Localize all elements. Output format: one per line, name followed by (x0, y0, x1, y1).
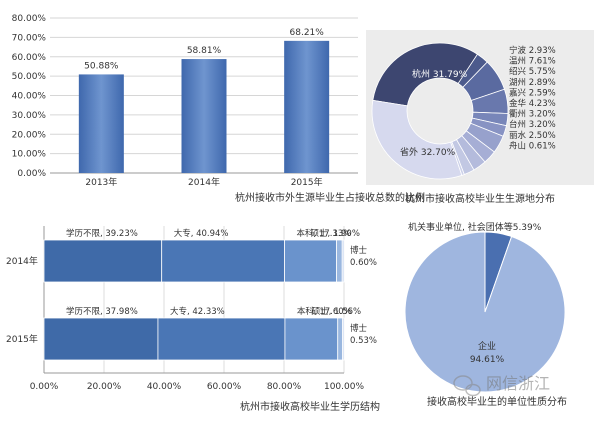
bar-segment (337, 317, 343, 361)
x-tick-labels: 2013年 2014年 2015年 (85, 176, 322, 188)
segment-value: 0.53% (350, 336, 377, 346)
donut-slice (371, 99, 463, 180)
segment-label: 硕士, 1.90% (311, 228, 360, 239)
segment-label: 学历不限, 37.98% (66, 306, 138, 317)
category-labels: 2014年 2015年 (6, 255, 38, 345)
legend-entry: 嘉兴 2.59% (509, 87, 556, 98)
bar (78, 74, 124, 173)
bar-segment (342, 317, 345, 361)
y-tick-label: 10.00% (12, 150, 47, 160)
watermark-text: 网信浙江 (486, 374, 550, 393)
bar-segment (157, 317, 286, 361)
donut-slice (372, 42, 479, 107)
y-tick-label: 30.00% (12, 111, 47, 121)
x-tick-label: 20.00% (87, 382, 122, 392)
y-tick-label: 40.00% (12, 92, 47, 102)
bar-segment (284, 239, 337, 283)
y-tick-label: 60.00% (12, 53, 47, 63)
legend-entry: 绍兴 5.75% (509, 66, 556, 77)
segment-label: 硕士, 1.56% (312, 306, 361, 317)
chart-title: 杭州接收市外生源毕业生占接收总数的比例 (235, 191, 425, 204)
legend-entry: 温州 7.61% (509, 56, 556, 67)
bar-value-labels: 50.88% 58.81% 68.21% (84, 28, 324, 72)
category-label: 2014年 (6, 255, 38, 267)
bar-value-label: 68.21% (290, 28, 325, 38)
chart-title: 杭州市接收高校毕业生生源地分布 (405, 192, 555, 205)
bar-segment (43, 239, 163, 283)
chart-title: 接收高校毕业生的单位性质分布 (427, 395, 567, 408)
donut-slices (371, 42, 509, 180)
slice-label-enterprise: 企业 (478, 340, 496, 352)
x-tick-label: 2013年 (85, 176, 117, 188)
segment-value: 0.60% (350, 258, 377, 268)
y-tick-label: 70.00% (12, 33, 47, 43)
y-tick-label: 80.00% (12, 14, 47, 24)
segment-label: 博士 (350, 323, 368, 334)
bar (181, 59, 227, 173)
bar-segment (341, 239, 345, 283)
legend-entry: 湖州 2.89% (509, 78, 556, 88)
slice-label-gov: 机关事业单位, 社会团体等5.39% (408, 221, 542, 233)
bar-segment (161, 239, 285, 283)
x-tick-label: 40.00% (147, 382, 182, 392)
x-tick-label: 2014年 (188, 176, 220, 188)
legend-entry: 丽水 2.50% (509, 130, 556, 141)
category-label: 2015年 (6, 333, 38, 345)
watermark: 网信浙江 (453, 374, 550, 397)
slice-label-hangzhou: 杭州 31.79% (412, 68, 468, 80)
pie-slice (404, 231, 566, 393)
bar-chart-external-ratio: 0.00% 10.00% 20.00% 30.00% 40.00% 50.00% 60.00… (12, 14, 425, 204)
pie-chart-employer-type: 机关事业单位, 社会团体等5.39% 企业 94.61% 接收高校毕业生的单位性… (404, 221, 567, 408)
segment-label: 本科, 17.60% (297, 306, 352, 317)
bar-segment (284, 317, 339, 361)
y-tick-labels: 0.00% 10.00% 20.00% 30.00% 40.00% 50.00% 60.00… (12, 14, 47, 179)
x-tick-label: 60.00% (207, 382, 242, 392)
segment-label: 学历不限, 39.23% (66, 228, 138, 239)
bar (284, 40, 330, 173)
x-tick-label: 100.00% (324, 382, 364, 392)
legend-entry: 宁波 2.93% (509, 45, 556, 56)
bar-segment (336, 239, 343, 283)
legend-entry: 衢州 3.20% (509, 109, 556, 120)
donut-chart-origin: 杭州 31.79% 省外 32.70% 宁波 2.93%温州 7.61%绍兴 5… (366, 30, 594, 205)
stacked-bar-chart-education: 学历不限, 39.23% 大专, 40.94% 本科, 17.33%硕士, 1.90… (6, 226, 380, 413)
y-tick-label: 50.00% (12, 72, 47, 82)
slice-value-enterprise: 94.61% (470, 355, 505, 365)
pie-slices (404, 231, 566, 393)
slice-label-outside: 省外 32.70% (400, 146, 456, 158)
segment-label: 大专, 40.94% (174, 228, 229, 239)
donut-legend: 宁波 2.93%温州 7.61%绍兴 5.75%湖州 2.89%嘉兴 2.59%… (509, 45, 556, 151)
segment-label: 大专, 42.33% (170, 306, 225, 317)
segment-label: 博士 (350, 245, 368, 256)
bar-value-label: 50.88% (84, 61, 119, 71)
y-tick-label: 20.00% (12, 130, 47, 140)
bars (78, 40, 330, 173)
x-tick-label: 2015年 (291, 176, 323, 188)
x-tick-label: 0.00% (30, 382, 59, 392)
bar-value-label: 58.81% (187, 46, 222, 56)
wechat-icon (453, 375, 481, 397)
y-tick-label: 0.00% (17, 169, 46, 179)
chart-title: 杭州市接收高校毕业生学历结构 (240, 400, 380, 413)
bar-segment (43, 317, 159, 361)
segment-labels: 学历不限, 39.23% 大专, 40.94% 本科, 17.33%硕士, 1.90… (66, 228, 377, 346)
x-tick-label: 80.00% (267, 382, 302, 392)
stacked-bars (43, 239, 345, 361)
x-tick-labels: 0.00% 20.00% 40.00% 60.00% 80.00% 100.00% (30, 382, 365, 392)
legend-entry: 台州 3.20% (509, 119, 556, 130)
legend-entry: 金华 4.23% (509, 98, 556, 109)
legend-entry: 舟山 0.61% (509, 140, 556, 151)
segment-label: 本科, 17.33% (297, 228, 352, 239)
